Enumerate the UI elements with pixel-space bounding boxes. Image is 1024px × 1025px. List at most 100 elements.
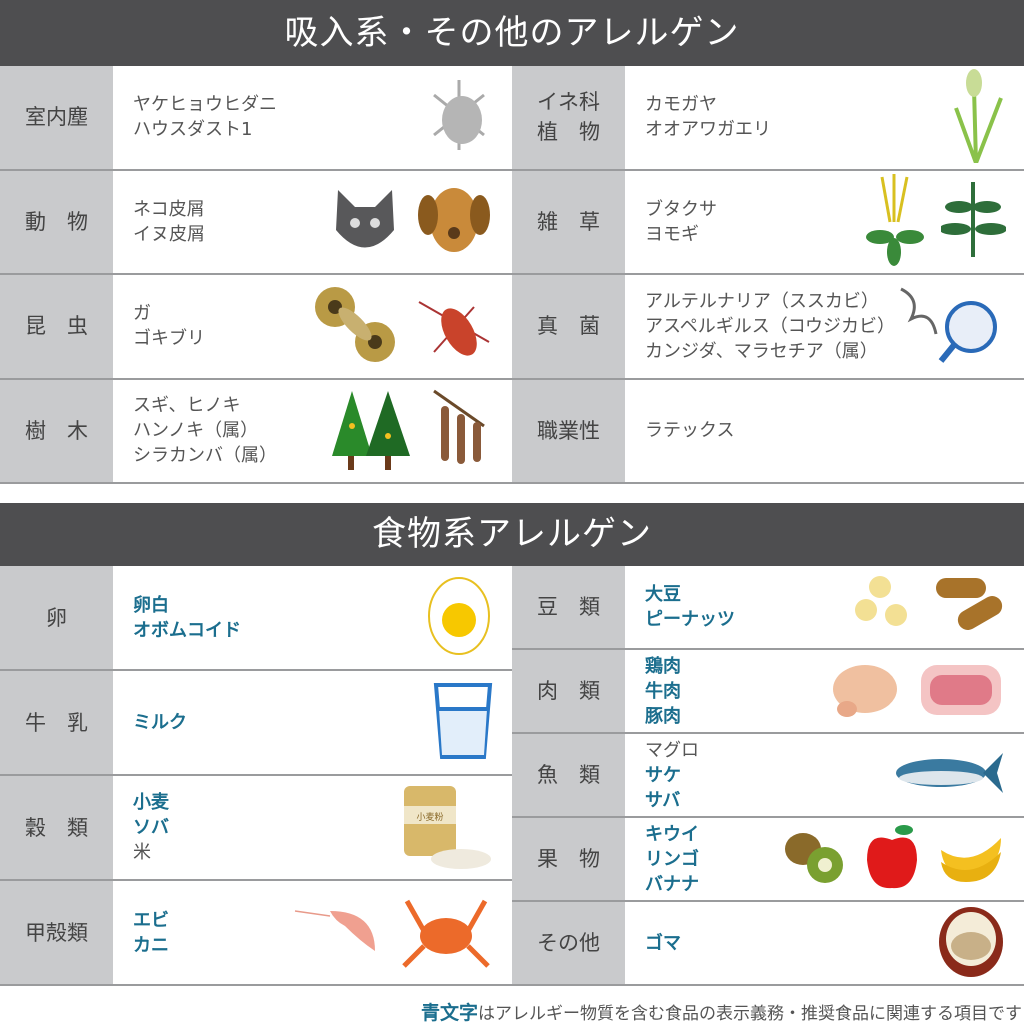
allergen-list: カモガヤオオアワガエリ (645, 92, 771, 142)
illustrations (432, 671, 494, 774)
table-row: 真 菌アルテルナリア（ススカビ） アスペルギルス（コウジカビ） カンジダ、マラセチア… (512, 275, 1024, 380)
illustrations (896, 275, 1006, 378)
allergen-item: ヤケヒョウヒダニ (133, 94, 277, 116)
allergen-item: オオアワガエリ (645, 119, 771, 141)
table-row: 卵卵白 オボムコイド (0, 566, 512, 671)
cockroach-icon (414, 282, 494, 371)
category-label: イネ科 植 物 (512, 66, 625, 169)
allergen-list: 鶏肉 牛肉 豚肉 (645, 654, 681, 729)
category-label: 肉 類 (512, 650, 625, 732)
allergen-item: ハウスダスト1 (133, 119, 253, 141)
allergen-item: ゴキブリ (133, 328, 205, 350)
table-row: 動 物ネコ皮屑 イヌ皮屑 (0, 170, 512, 275)
cat-icon (330, 185, 400, 259)
illustrations (862, 171, 1007, 274)
table-row: 牛 乳ミルク (0, 671, 512, 776)
illustrations (946, 66, 1006, 169)
flour-bag-icon: 小麦粉 (399, 781, 494, 875)
illustrations (424, 66, 494, 169)
allergen-item: ガ (133, 303, 151, 325)
allergen-item: 豚肉 (645, 705, 681, 727)
soybean-icon (852, 575, 917, 639)
dog-icon (414, 185, 494, 259)
allergen-item: カモガヤ (645, 94, 717, 116)
table-row: 甲殻類 エビ カニ (0, 881, 512, 984)
food-section-title: 食物系アレルゲン (0, 503, 1024, 566)
illustrations (891, 734, 1006, 816)
category-label: 昆 虫 (0, 275, 113, 378)
table-row: イネ科 植 物カモガヤオオアワガエリ (512, 66, 1024, 171)
allergen-cell: ゴマ (625, 902, 1024, 984)
chicken-icon (827, 657, 902, 726)
allergen-cell: 鶏肉 牛肉 豚肉 (625, 650, 1024, 732)
allergen-cell: ミルク (113, 671, 512, 774)
category-label: 動 物 (0, 170, 113, 273)
allergen-item: 米 (133, 842, 151, 863)
moth-icon (310, 282, 400, 371)
allergen-item: 小麦 (133, 792, 169, 813)
allergen-item: サバ (645, 789, 681, 811)
allergen-item: オボムコイド (133, 619, 241, 641)
table-row: 雑 草ブタクサ ヨモギ (512, 170, 1024, 275)
grass-icon (946, 68, 1006, 167)
allergen-item: マグロ (645, 739, 699, 761)
category-label: 室内塵 (0, 66, 113, 169)
allergen-list: スギ、ヒノキ ハンノキ（属） シラカンバ（属） (133, 393, 277, 468)
category-label: 雑 草 (512, 170, 625, 273)
allergen-list: マグロ サケ サバ (645, 738, 699, 813)
illustrations (310, 275, 494, 378)
category-label: 穀 類 (0, 776, 113, 879)
allergen-list: アルテルナリア（ススカビ） アスペルギルス（コウジカビ） カンジダ、マラセチア（属） (645, 289, 895, 364)
allergen-cell: エビ カニ (113, 881, 512, 984)
mugwort-icon (939, 177, 1007, 266)
table-row: その他 ゴマ (512, 902, 1024, 984)
allergen-cell: 小麦ソバ米 小麦粉 (113, 776, 512, 879)
allergen-item: カンジダ、マラセチア（属） (645, 340, 878, 362)
illustrations (330, 171, 494, 274)
category-label: 真 菌 (512, 275, 625, 378)
footer-text: はアレルギー物質を含む食品の表示義務・推奨食品に関連する項目です (478, 1004, 1022, 1024)
allergen-cell: ネコ皮屑 イヌ皮屑 (113, 171, 512, 274)
illustrations (852, 566, 1006, 648)
illustrations (424, 566, 494, 669)
footer-note: 青文字はアレルギー物質を含む食品の表示義務・推奨食品に関連する項目です (421, 998, 1022, 1025)
allergen-item: 牛肉 (645, 680, 681, 702)
allergen-cell: カモガヤオオアワガエリ (625, 66, 1024, 169)
dust-mite-icon (424, 75, 494, 159)
table-row: 樹 木スギ、ヒノキ ハンノキ（属） シラカンバ（属） (0, 379, 512, 483)
allergen-item: ハンノキ（属） (133, 420, 259, 442)
allergen-cell: マグロ サケ サバ (625, 734, 1024, 816)
allergen-item: ヨモギ (645, 223, 699, 245)
allergen-list: ネコ皮屑 イヌ皮屑 (133, 197, 205, 247)
cedar-tree-icon (330, 386, 415, 475)
illustrations (936, 902, 1006, 984)
allergen-item: ゴマ (645, 932, 681, 954)
allergen-cell: ヤケヒョウヒダニ ハウスダスト1 (113, 66, 512, 169)
allergen-cell: ブタクサ ヨモギ (625, 171, 1024, 274)
allergen-cell: スギ、ヒノキ ハンノキ（属） シラカンバ（属） (113, 380, 512, 483)
category-label: その他 (512, 902, 625, 984)
allergen-list: ミルク (133, 710, 187, 735)
allergen-item: イヌ皮屑 (133, 223, 205, 245)
allergen-item: ソバ (133, 817, 169, 838)
table-row: 穀 類小麦ソバ米 小麦粉 (0, 776, 512, 881)
allergen-item: アルテルナリア（ススカビ） (645, 290, 879, 312)
category-label: 豆 類 (512, 566, 625, 648)
table-row: 室内塵 ヤケヒョウヒダニ ハウスダスト1 (0, 66, 512, 171)
illustrations: 小麦粉 (399, 776, 494, 879)
category-label: 樹 木 (0, 379, 113, 482)
allergen-list: ラテックス (645, 418, 734, 443)
table-row: 昆 虫ガゴキブリ (0, 275, 512, 380)
allergen-item: サケ (645, 764, 681, 786)
allergen-list: ガゴキブリ (133, 301, 205, 351)
allergen-cell: 大豆 ピーナッツ (625, 566, 1024, 648)
svg-text:小麦粉: 小麦粉 (416, 811, 443, 823)
food-allergen-table: 卵卵白 オボムコイド牛 乳ミルク穀 類小麦 ソバ米 小麦粉 甲殻類 エビ カニ 豆 類大豆ピ… (0, 566, 1024, 986)
allergen-item: 鶏肉 (645, 655, 681, 677)
sesame-bowl-icon (936, 904, 1006, 983)
allergen-item: カニ (133, 934, 169, 956)
ragweed-icon (862, 172, 927, 271)
category-label: 牛 乳 (0, 671, 113, 774)
allergen-item: ピーナッツ (645, 609, 735, 630)
allergen-list: ブタクサ ヨモギ (645, 197, 717, 247)
